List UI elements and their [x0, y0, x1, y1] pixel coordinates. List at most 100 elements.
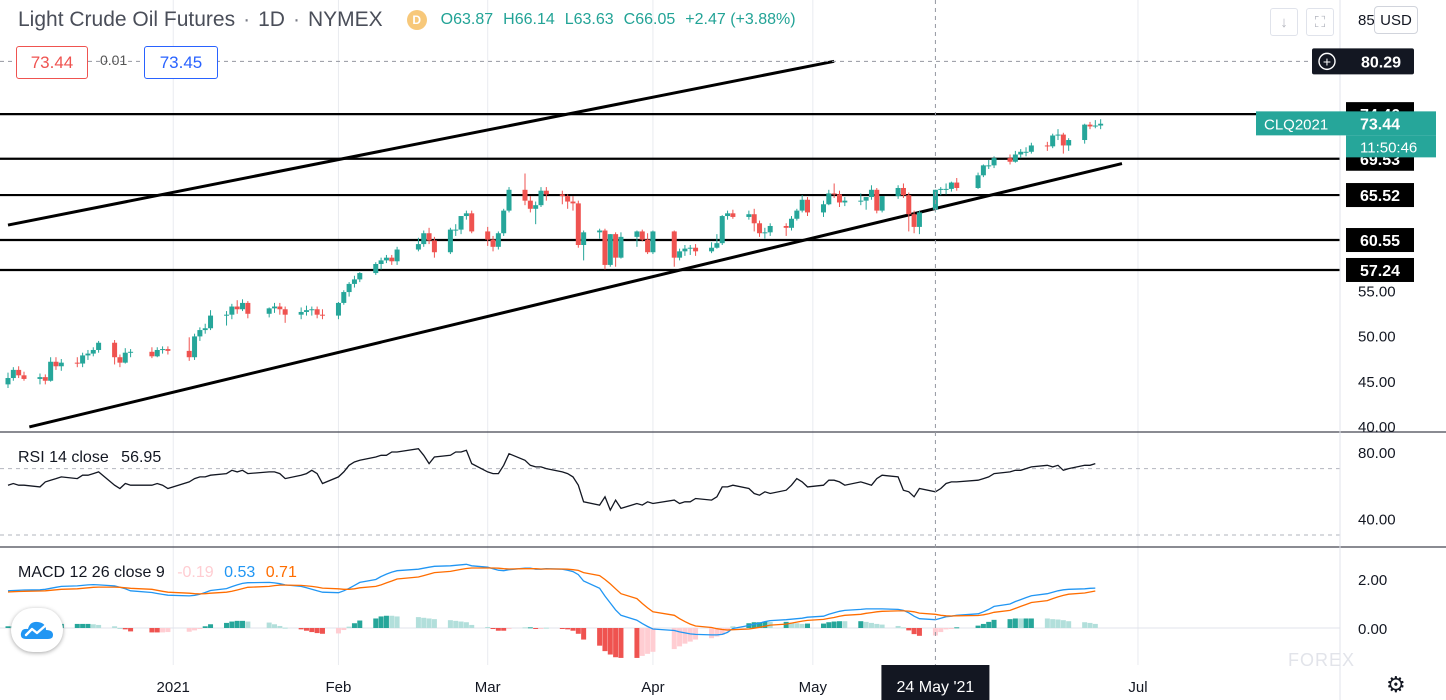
macd-histogram-bar — [229, 621, 235, 628]
macd-histogram-bar — [975, 625, 981, 628]
candle-body — [48, 361, 54, 381]
macd-histogram-bar — [820, 623, 826, 628]
gear-icon[interactable]: ⚙ — [1386, 672, 1406, 697]
macd-histogram-bar — [858, 621, 864, 628]
macd-histogram-bar — [74, 623, 80, 628]
candle-body — [948, 182, 954, 189]
candle-body — [559, 194, 565, 197]
candle-body — [426, 233, 432, 241]
crosshair-time-label: 24 May '21 — [897, 679, 975, 696]
crosshair-price-bg — [1312, 48, 1414, 75]
candle-body — [458, 216, 464, 230]
macd-histogram-bar — [1018, 618, 1024, 628]
macd-legend: MACD 12 26 close 9 -0.19 0.53 0.71 — [18, 564, 297, 582]
candle-body — [378, 260, 384, 265]
candle-body — [820, 204, 826, 213]
macd-histogram-bar — [154, 628, 160, 633]
time-tick-label: May — [799, 679, 828, 696]
macd-histogram-bar — [799, 623, 805, 628]
macd-histogram-bar — [559, 628, 565, 629]
candle-body — [613, 234, 619, 258]
delayed-badge[interactable]: D — [406, 10, 427, 30]
sell-button[interactable]: 73.44 — [16, 46, 88, 79]
macd-histogram-bar — [543, 627, 549, 629]
currency-selector[interactable]: USD — [1374, 6, 1418, 34]
candle-body — [1060, 134, 1066, 146]
macd-histogram-bar — [607, 628, 613, 655]
chart-header: Light Crude Oil Futures · 1D · NYMEX D O… — [18, 6, 796, 34]
macd-histogram-bar — [128, 628, 134, 632]
macd-histogram-bar — [240, 620, 246, 628]
candle-body — [112, 342, 118, 358]
macd-histogram-bar — [469, 624, 475, 628]
macd-histogram-bar — [224, 622, 230, 628]
rsi-title[interactable]: RSI 14 close — [18, 449, 109, 466]
candle-body — [805, 199, 810, 213]
macd-histogram-bar — [943, 628, 949, 630]
macd-histogram-bar — [650, 628, 656, 652]
candle-body — [906, 195, 912, 215]
macd-histogram-bar — [719, 628, 725, 635]
current-symbol-label: CLQ2021 — [1264, 116, 1328, 133]
macd-histogram-bar — [671, 628, 677, 650]
macd-histogram-bar — [709, 628, 715, 639]
candle-body — [1012, 154, 1018, 162]
separator-dot: · — [292, 8, 300, 31]
candle-body — [980, 165, 986, 176]
candle-body — [991, 158, 997, 166]
macd-histogram-bar — [485, 626, 491, 628]
macd-histogram-bar — [682, 628, 688, 644]
macd-histogram-bar — [533, 628, 539, 629]
tradingview-logo-icon[interactable] — [11, 608, 63, 652]
macd-histogram-bar — [916, 628, 922, 636]
macd-histogram-bar — [85, 623, 91, 628]
macd-histogram-bar — [932, 628, 938, 636]
candle-body — [42, 377, 48, 381]
countdown-bg — [1346, 135, 1436, 158]
candle-body — [501, 210, 507, 234]
macd-histogram-bar — [1023, 618, 1029, 628]
candle-body — [319, 314, 325, 316]
channel-line — [7, 59, 835, 227]
fullscreen-icon[interactable]: ⛶ — [1306, 8, 1334, 36]
macd-title[interactable]: MACD 12 26 close 9 — [18, 564, 165, 581]
candle-body — [490, 239, 496, 247]
macd-histogram-bar — [836, 621, 842, 628]
crosshair: +80.29 24 May '21 — [0, 0, 1414, 700]
candle-body — [543, 190, 549, 195]
macd-histogram-bar — [389, 615, 395, 628]
macd-histogram-bar — [245, 621, 251, 628]
macd-histogram-bar — [234, 620, 240, 628]
macd-histogram-bar — [346, 626, 352, 628]
macd-histogram-bar — [303, 628, 309, 631]
candle-body — [192, 336, 198, 358]
buy-button[interactable]: 73.45 — [144, 46, 218, 79]
rsi-pane — [0, 448, 1340, 536]
macd-histogram-bar — [911, 628, 917, 635]
macd-histogram-bar — [495, 628, 501, 631]
interval-label[interactable]: 1D — [258, 8, 285, 31]
macd-histogram-bar — [192, 628, 198, 631]
macd-signal-line — [7, 567, 1096, 631]
arrow-down-icon[interactable]: ↓ — [1270, 8, 1298, 36]
candle-body — [303, 310, 309, 312]
candle-body — [767, 225, 773, 233]
candle-body — [53, 361, 59, 367]
candle-body — [634, 231, 640, 237]
open-value: O63.87 — [440, 11, 494, 28]
candle-body — [277, 306, 283, 310]
candle-body — [447, 229, 453, 253]
candle-body — [463, 213, 469, 217]
candle-body — [868, 189, 874, 198]
candle-body — [383, 257, 389, 261]
candle-body — [677, 251, 683, 258]
candle-body — [842, 200, 848, 203]
macd-histogram-bar — [314, 628, 320, 634]
symbol-title[interactable]: Light Crude Oil Futures — [18, 8, 236, 31]
macd-histogram-bar — [112, 626, 118, 628]
exchange-label: NYMEX — [307, 8, 383, 31]
candle-body — [575, 203, 581, 245]
candle-body — [37, 377, 43, 379]
